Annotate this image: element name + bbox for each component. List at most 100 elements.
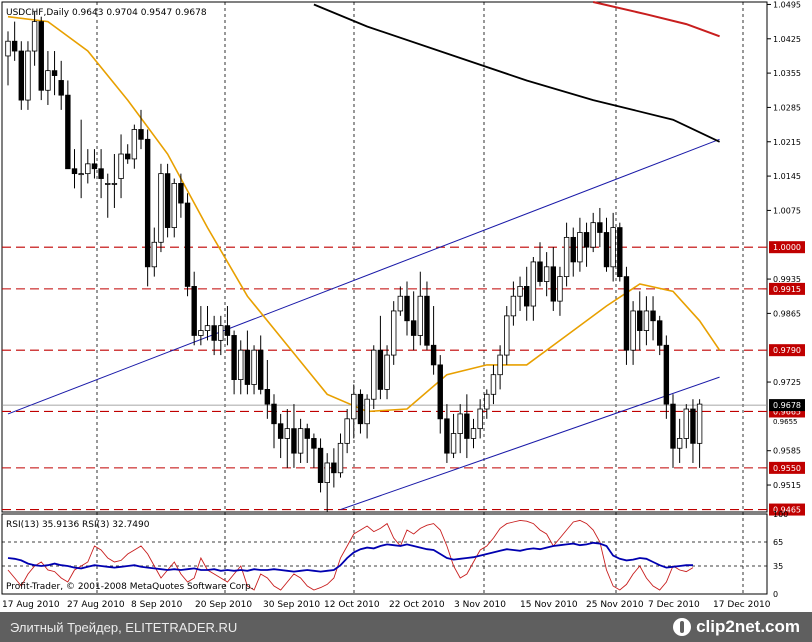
candle-body	[657, 320, 663, 346]
candle-body	[457, 413, 463, 434]
usdchf-daily-chart: 17 Aug 2010 27 Aug 2010 8 Sep 2010 20 Sep 2…	[1, 0, 805, 610]
clip2net-logo[interactable]: clip2net.com	[673, 616, 800, 638]
date-tick-label: 12 Oct 2010	[324, 600, 380, 610]
symbol-name: USDCHF,Daily	[6, 8, 70, 18]
candle-body	[31, 21, 38, 52]
candle-body	[198, 330, 204, 336]
rsi-tick-label: 35	[773, 562, 783, 571]
price-tick-label: 0.9865	[773, 309, 801, 318]
candle-body	[191, 286, 197, 336]
candle-body	[497, 354, 503, 376]
candle-body	[65, 94, 71, 170]
clip2net-logo-text: clip2net.com	[696, 617, 800, 636]
candle-body	[404, 295, 410, 322]
candle-body	[683, 408, 689, 439]
date-tick-label: 7 Dec 2010	[648, 600, 700, 610]
candle-body	[344, 418, 350, 444]
price-tick-label: 1.0355	[773, 69, 801, 78]
footer-bar: Элитный Трейдер, ELITETRADER.RU clip2net…	[0, 612, 812, 642]
level-label-box	[769, 503, 805, 516]
candle-body	[231, 335, 237, 380]
candle-body	[676, 438, 683, 449]
candle-body	[464, 413, 470, 439]
candle-body	[630, 310, 636, 351]
date-tick-label: 27 Aug 2010	[67, 600, 125, 610]
candle-body	[11, 40, 18, 52]
candle-body	[530, 261, 537, 307]
candle-body	[251, 349, 257, 385]
candle-body	[297, 428, 304, 454]
candle-body	[277, 423, 284, 439]
candle-body	[570, 236, 576, 263]
current-price-label: 0.9678	[773, 401, 801, 410]
level-label-box	[769, 241, 805, 254]
candle-body	[470, 428, 477, 439]
price-tick-label: 1.0215	[773, 138, 801, 147]
candle-body	[617, 227, 623, 278]
candle-body	[410, 320, 417, 336]
rsi-tick-label: 65	[773, 538, 783, 547]
site-label: Элитный Трейдер, ELITETRADER.RU	[10, 620, 238, 635]
price-tick-label: 1.0495	[773, 0, 801, 9]
price-tick-label: 1.0075	[773, 206, 801, 215]
candle-body	[696, 403, 703, 444]
ohlc-high: 0.9704	[106, 8, 138, 18]
candle-body	[550, 266, 556, 302]
rsi-tick-label: 0	[773, 590, 778, 599]
rsi-tick-label: 100	[773, 510, 788, 519]
candle-body	[397, 295, 404, 312]
candle-body	[304, 428, 310, 439]
candle-body	[543, 266, 550, 282]
sma-longest-line	[592, 1, 720, 38]
candle-body	[437, 364, 443, 420]
level-label: 0.9465	[773, 506, 801, 515]
channel-lower-line	[340, 376, 720, 511]
candle-body	[105, 183, 111, 185]
candle-body	[291, 428, 297, 454]
rsi-header: RSI(13) 35.9136 RSI(3) 32.7490	[6, 520, 150, 530]
candle-body	[18, 50, 24, 101]
symbol-header: USDCHF,Daily 0.9643 0.9704 0.9547 0.9678	[6, 8, 207, 18]
date-tick-label: 22 Oct 2010	[389, 600, 445, 610]
candle-body	[623, 276, 630, 351]
candle-body	[537, 261, 543, 282]
candle-body	[317, 447, 324, 483]
date-tick-label: 17 Aug 2010	[2, 600, 60, 610]
date-tick-label: 20 Sep 2010	[195, 600, 252, 610]
candle-body	[151, 241, 157, 268]
candle-body	[650, 310, 656, 322]
candle-body	[131, 129, 138, 160]
date-tick-label: 30 Sep 2010	[263, 600, 320, 610]
date-tick-label: 15 Nov 2010	[520, 600, 578, 610]
candle-body	[257, 349, 264, 390]
price-tick-label: 1.0425	[773, 35, 801, 44]
level-label-box	[769, 461, 805, 474]
candle-body	[184, 202, 191, 287]
candle-body	[45, 70, 51, 91]
main-plot-frame	[1, 1, 768, 513]
candle-body	[603, 232, 610, 268]
candle-body	[78, 173, 84, 176]
candle-body	[58, 80, 64, 96]
candle-body	[204, 325, 211, 331]
candle-body	[444, 418, 450, 454]
candle-body	[331, 462, 337, 474]
candle-body	[643, 310, 650, 331]
candle-body	[524, 286, 530, 307]
price-tick-label: 0.9935	[773, 275, 801, 284]
candle-body	[364, 398, 370, 425]
level-label: 0.9665	[773, 407, 801, 416]
price-tick-label: 0.9725	[773, 378, 801, 387]
candle-body	[597, 222, 603, 233]
candle-body	[663, 344, 670, 405]
candle-body	[351, 393, 357, 420]
level-label: 1.0000	[773, 243, 801, 252]
candle-body	[171, 183, 177, 228]
candle-body	[357, 393, 364, 425]
rsi13-line	[7, 541, 693, 573]
candle-body	[450, 433, 457, 454]
level-label: 0.9915	[773, 285, 801, 294]
candle-body	[311, 438, 317, 449]
candle-body	[384, 354, 390, 390]
candle-body	[38, 21, 44, 91]
